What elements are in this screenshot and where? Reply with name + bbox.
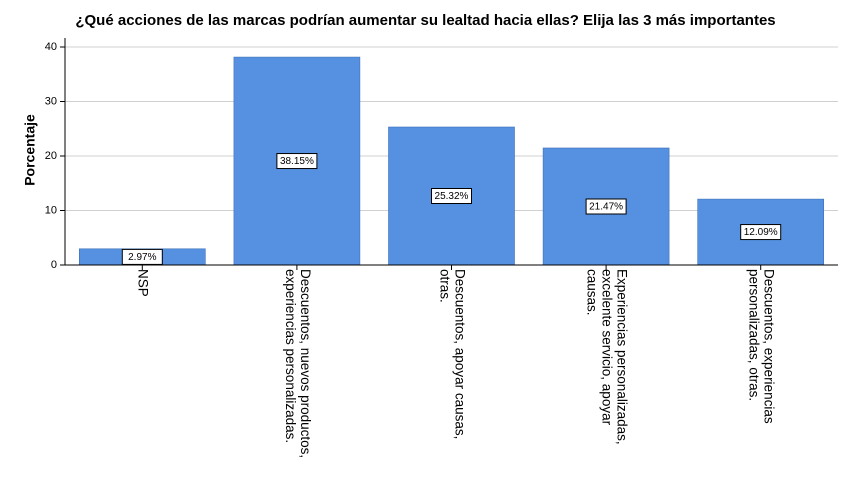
- data-label: 21.47%: [589, 202, 623, 213]
- x-tick-label-line: experiencias personalizadas.: [283, 269, 298, 443]
- data-label-box: [121, 248, 163, 265]
- data-label: 38.15%: [280, 156, 314, 167]
- x-tick-label-line: causas.: [585, 269, 600, 316]
- x-tick-label-line: excelente servicio, apoyar: [600, 269, 615, 426]
- chart-title: ¿Qué acciones de las marcas podrían aume…: [75, 12, 776, 29]
- x-tick-label: NSP: [136, 269, 151, 297]
- x-tick-label: Experiencias personalizadas,excelente se…: [585, 269, 630, 445]
- y-tick-label: 40: [45, 41, 57, 53]
- x-tick-label: Descuentos, experienciaspersonalizadas, …: [747, 269, 777, 424]
- axis-layer: [60, 38, 838, 270]
- x-tick-label: Descuentos, apoyar causas,otras.: [437, 269, 467, 439]
- x-tick-label-line: Experiencias personalizadas,: [615, 269, 630, 445]
- y-tick-label: 0: [51, 259, 57, 271]
- data-label: 2.97%: [128, 252, 156, 263]
- label-layer: 0 10 20 30 40 2.97% NSP 38.15% Descuentos, nuevo…: [45, 41, 782, 458]
- x-tick-label-line: otras.: [437, 269, 452, 303]
- y-tick-label: 20: [45, 150, 57, 162]
- data-label: 25.32%: [435, 191, 469, 202]
- data-label: 12.09%: [744, 227, 778, 238]
- bar-layer: [79, 56, 825, 266]
- y-tick-label: 30: [45, 95, 57, 107]
- y-axis-label: Porcentaje: [22, 114, 38, 186]
- x-tick-label-line: NSP: [136, 269, 151, 297]
- x-tick-label-line: Descuentos, experiencias: [762, 269, 777, 424]
- x-tick-label-line: Descuentos, apoyar causas,: [452, 269, 467, 439]
- data-label-box: [740, 224, 782, 241]
- y-tick-label: 10: [45, 204, 57, 216]
- data-label-box: [276, 153, 318, 170]
- x-tick-label: Descuentos, nuevos productos,experiencia…: [283, 269, 313, 458]
- data-label-box: [431, 188, 472, 205]
- x-tick-label-line: personalizadas, otras.: [747, 269, 762, 401]
- x-tick-label-line: Descuentos, nuevos productos,: [298, 269, 313, 458]
- data-label-box: [585, 198, 627, 215]
